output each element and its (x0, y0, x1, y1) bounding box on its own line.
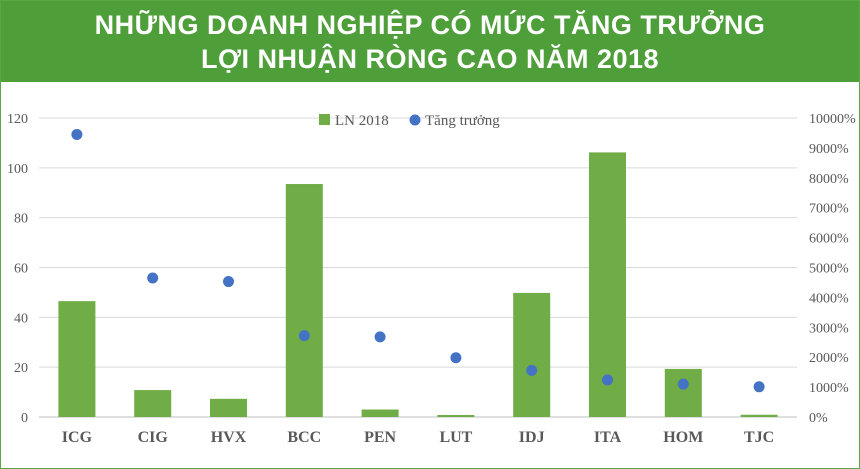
category-label: HOM (663, 429, 703, 446)
bar-pen (361, 409, 399, 417)
category-label: BCC (287, 429, 321, 446)
category-label: HVX (211, 429, 247, 446)
right-axis-tick-label: 1000% (809, 381, 849, 396)
legend-growth-marker (409, 114, 421, 126)
bar-ita (589, 152, 626, 417)
category-label: IDJ (519, 429, 545, 446)
chart-title-line-2: LỢI NHUẬN RÒNG CAO NĂM 2018 (200, 44, 660, 74)
growth-point-ita (602, 374, 613, 386)
category-label: ICG (62, 429, 93, 446)
bar-icg (58, 301, 96, 417)
right-axis-tick-label: 0% (809, 411, 828, 426)
category-label: PEN (364, 429, 396, 446)
category-label: LUT (439, 429, 472, 446)
right-axis-tick-label: 3000% (809, 321, 849, 336)
growth-point-tjc (753, 381, 765, 393)
right-axis-tick-label: 10000% (809, 112, 856, 127)
right-axis-tick-label: 5000% (809, 262, 849, 277)
category-label: ITA (594, 429, 622, 446)
growth-point-pen (374, 331, 386, 343)
right-axis-tick-label: 7000% (809, 202, 849, 217)
growth-point-lut (450, 352, 462, 364)
left-axis-tick-label: 60 (14, 262, 28, 277)
bar-bcc (285, 184, 323, 417)
legend-bar-label: LN 2018 (335, 113, 389, 129)
left-axis-tick-label: 100 (7, 162, 28, 177)
bar-lut (437, 415, 475, 417)
bar-hvx (210, 398, 247, 417)
left-axis-tick-label: 20 (14, 361, 28, 376)
left-axis-tick-label: 40 (14, 311, 28, 326)
category-label: CIG (138, 429, 169, 446)
chart-title-line-1: NHỮNG DOANH NGHIỆP CÓ MỨC TĂNG TRƯỞNG (94, 10, 766, 40)
growth-point-hom (677, 378, 689, 390)
bar-idj (513, 292, 551, 417)
category-label: TJC (744, 429, 774, 446)
growth-point-hvx (223, 276, 234, 288)
legend-bar-swatch (319, 114, 330, 125)
bar-cig (134, 390, 172, 417)
bar-hom (664, 368, 702, 417)
left-axis-tick-label: 120 (7, 112, 28, 127)
growth-point-cig (147, 272, 159, 284)
left-axis-tick-label: 0 (21, 411, 28, 426)
bar-tjc (740, 414, 778, 417)
growth-point-idj (526, 364, 538, 376)
legend-growth-label: Tăng trưởng (425, 113, 500, 129)
right-axis-tick-label: 4000% (809, 291, 849, 306)
growth-point-bcc (298, 330, 310, 342)
left-axis-tick-label: 80 (14, 212, 28, 227)
right-axis-tick-label: 9000% (809, 142, 849, 157)
title-banner: NHỮNG DOANH NGHIỆP CÓ MỨC TĂNG TRƯỞNG LỢ… (1, 1, 859, 82)
growth-point-icg (71, 128, 83, 140)
right-axis-tick-label: 2000% (809, 351, 849, 366)
right-axis-tick-label: 6000% (809, 232, 849, 247)
right-axis-tick-label: 8000% (809, 172, 849, 187)
